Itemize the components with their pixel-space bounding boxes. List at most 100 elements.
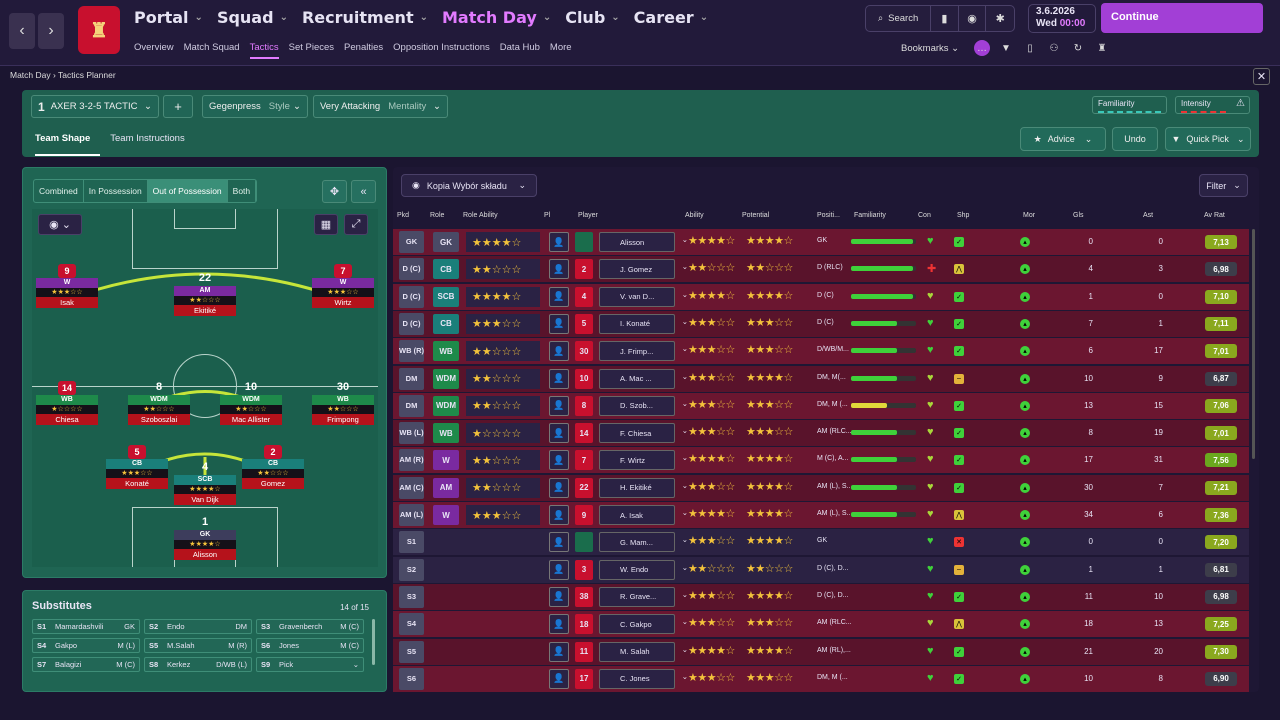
pkd-badge[interactable]: D (C) <box>399 312 424 335</box>
trophy-icon[interactable]: ♜ <box>1097 42 1107 54</box>
player-select-toggle[interactable]: 👤 <box>549 286 569 307</box>
nav-recruitment[interactable]: Recruitment ⌄ <box>302 8 428 27</box>
role-badge[interactable]: WB <box>433 341 459 362</box>
pkd-badge[interactable]: S1 <box>399 531 424 554</box>
pkd-badge[interactable]: WB (R) <box>399 340 424 363</box>
table-row[interactable]: S6 👤 17 C. Jones ⌄ ★★★☆☆ ★★★☆☆ DM, M (... ♥ ✓ ▴ 10 8… <box>393 665 1249 692</box>
tactic-select[interactable]: 1 AXER 3-2-5 TACTIC ⌄ <box>31 95 159 118</box>
tab-team-shape[interactable]: Team Shape <box>35 128 101 156</box>
column-header[interactable]: Av Rat <box>1204 212 1225 219</box>
role-badge[interactable]: GK <box>433 232 459 252</box>
pkd-badge[interactable]: WB (L) <box>399 422 424 445</box>
sub-slot[interactable]: S9 Pick ⌄ <box>256 657 364 672</box>
phase-combined[interactable]: Combined <box>34 180 84 202</box>
column-header[interactable]: Shp <box>957 212 970 219</box>
player-select-toggle[interactable]: 👤 <box>549 368 569 389</box>
role-badge[interactable]: WDM <box>433 368 459 389</box>
player-select-toggle[interactable]: 👤 <box>549 559 569 580</box>
pkd-badge[interactable]: AM (C) <box>399 476 424 499</box>
column-header[interactable]: Ability <box>685 212 704 219</box>
column-header[interactable]: Role <box>430 212 445 219</box>
player-card[interactable]: 30 WB ★★☆☆☆ Frimpong <box>312 381 374 425</box>
undo-button[interactable]: Undo <box>1112 127 1158 151</box>
role-badge[interactable]: CB <box>433 259 459 280</box>
pkd-badge[interactable]: S6 <box>399 667 424 690</box>
player-name-select[interactable]: J. Frimp... ⌄ <box>599 341 688 362</box>
table-row[interactable]: D (C) CB ★★★☆☆ 👤 5 I. Konaté ⌄ ★★★☆☆ ★★★☆☆ D (C) ♥… <box>393 310 1249 337</box>
player-name-select[interactable]: F. Wirtz ⌄ <box>599 450 688 471</box>
column-header[interactable]: Player <box>578 212 598 219</box>
table-row[interactable]: GK GK ★★★★☆ 👤 Alisson ⌄ ★★★★☆ ★★★★☆ GK ♥ ✓ ▴ 0 0 7,13 <box>393 229 1249 255</box>
people-icon[interactable]: ⚇ <box>1049 42 1059 54</box>
table-row[interactable]: DM WDM ★★☆☆☆ 👤 8 D. Szob... ⌄ ★★★☆☆ ★★★☆☆ DM, M (… <box>393 392 1249 419</box>
pkd-badge[interactable]: DM <box>399 394 424 417</box>
role-badge[interactable]: CB <box>433 313 459 334</box>
pkd-badge[interactable]: D (C) <box>399 258 424 281</box>
chat-icon[interactable]: … <box>974 40 990 56</box>
tab-team-instructions[interactable]: Team Instructions <box>110 133 185 144</box>
player-name-select[interactable]: C. Jones ⌄ <box>599 668 688 689</box>
filter-button[interactable]: Filter ⌄ <box>1199 174 1248 197</box>
player-card[interactable]: 4 SCB ★★★★☆ Van Dijk <box>174 461 236 505</box>
scrollbar[interactable] <box>1252 229 1255 459</box>
sub-slot[interactable]: S5 M.Salah M (R) <box>144 638 252 653</box>
player-card[interactable]: 10 WDM ★★☆☆☆ Mac Allister <box>220 381 282 425</box>
phone-icon[interactable]: ▯ <box>1027 42 1033 54</box>
player-select-toggle[interactable]: 👤 <box>549 614 569 635</box>
subnav-more[interactable]: More <box>549 42 572 53</box>
table-row[interactable]: WB (L) WB ★☆☆☆☆ 👤 14 F. Chiesa ⌄ ★★★☆☆ ★★★☆☆ AM (… <box>393 420 1249 447</box>
player-select-toggle[interactable]: 👤 <box>549 450 569 471</box>
role-badge[interactable]: WB <box>433 423 459 444</box>
sub-slot[interactable]: S6 Jones M (C) <box>256 638 364 653</box>
role-badge[interactable]: AM <box>433 477 459 498</box>
back-button[interactable]: ‹ <box>9 13 35 49</box>
table-row[interactable]: S5 👤 11 M. Salah ⌄ ★★★★☆ ★★★★☆ AM (RL),... ♥ ✓ ▴ 21… <box>393 638 1249 665</box>
column-header[interactable]: Familiarity <box>854 212 886 219</box>
player-select-toggle[interactable]: 👤 <box>549 313 569 334</box>
player-select-toggle[interactable]: 👤 <box>549 641 569 662</box>
selection-view-button[interactable]: ◉ Kopia Wybór składu ⌄ <box>401 174 537 197</box>
player-name-select[interactable]: R. Grave... ⌄ <box>599 586 688 607</box>
player-name-select[interactable]: J. Gomez ⌄ <box>599 259 688 280</box>
sub-slot[interactable]: S8 Kerkez D/WB (L) <box>144 657 252 672</box>
table-row[interactable]: D (C) CB ★★☆☆☆ 👤 2 J. Gomez ⌄ ★★☆☆☆ ★★☆☆☆ D (RLC)… <box>393 256 1249 283</box>
bookmarks-menu[interactable]: Bookmarks ⌄ <box>901 43 959 54</box>
nav-club[interactable]: Club ⌄ <box>565 8 619 27</box>
phase-in-possession[interactable]: In Possession <box>84 180 148 202</box>
inbox-button[interactable]: ▮ <box>931 6 959 31</box>
player-card[interactable]: 14 WB ★☆☆☆☆ Chiesa <box>36 381 98 425</box>
player-select-toggle[interactable]: 👤 <box>549 232 569 252</box>
player-select-toggle[interactable]: 👤 <box>549 532 569 553</box>
nav-squad[interactable]: Squad ⌄ <box>217 8 288 27</box>
table-row[interactable]: S4 👤 18 C. Gakpo ⌄ ★★★☆☆ ★★★☆☆ AM (RLC... ♥ ⋀ ▴ 18 1… <box>393 611 1249 638</box>
player-select-toggle[interactable]: 👤 <box>549 423 569 444</box>
forward-button[interactable]: › <box>38 13 64 49</box>
nav-match-day[interactable]: Match Day ⌄ <box>442 8 551 27</box>
table-row[interactable]: S3 👤 38 R. Grave... ⌄ ★★★☆☆ ★★★★☆ D (C), D... ♥ ✓… <box>393 583 1249 610</box>
sub-slot[interactable]: S3 Gravenberch M (C) <box>256 619 364 634</box>
pkd-badge[interactable]: AM (R) <box>399 449 424 472</box>
player-name-select[interactable]: V. van D... ⌄ <box>599 286 688 307</box>
sub-slot[interactable]: S2 Endo DM <box>144 619 252 634</box>
quick-pick-button[interactable]: ▼ Quick Pick ⌄ <box>1165 127 1251 151</box>
collapse-button[interactable]: « <box>351 180 376 203</box>
add-tactic-button[interactable]: + <box>163 95 193 118</box>
column-header[interactable]: Mor <box>1023 212 1036 219</box>
pkd-badge[interactable]: S3 <box>399 585 424 608</box>
phase-out-of-possession[interactable]: Out of Possession <box>147 180 228 202</box>
pkd-badge[interactable]: S4 <box>399 613 424 636</box>
shirt-icon[interactable]: ▼ <box>1001 42 1011 54</box>
pkd-badge[interactable]: S2 <box>399 558 424 581</box>
intensity-meter[interactable]: Intensity ⚠ <box>1175 96 1250 114</box>
player-card[interactable]: 22 AM ★★☆☆☆ Ekitiké <box>174 272 236 316</box>
pkd-badge[interactable]: GK <box>399 231 424 253</box>
player-card[interactable]: 1 GK ★★★★☆ Alisson <box>174 516 236 560</box>
column-header[interactable]: Positi... <box>817 212 840 219</box>
table-row[interactable]: AM (L) W ★★★☆☆ 👤 9 A. Isak ⌄ ★★★★☆ ★★★★☆ AM (L), … <box>393 502 1249 528</box>
scrollbar[interactable] <box>372 619 375 665</box>
player-name-select[interactable]: G. Mam... ⌄ <box>599 532 688 553</box>
nav-career[interactable]: Career ⌄ <box>634 8 708 27</box>
column-header[interactable]: Gls <box>1073 212 1084 219</box>
familiarity-meter[interactable]: Familiarity <box>1092 96 1167 114</box>
player-select-toggle[interactable]: 👤 <box>549 259 569 280</box>
